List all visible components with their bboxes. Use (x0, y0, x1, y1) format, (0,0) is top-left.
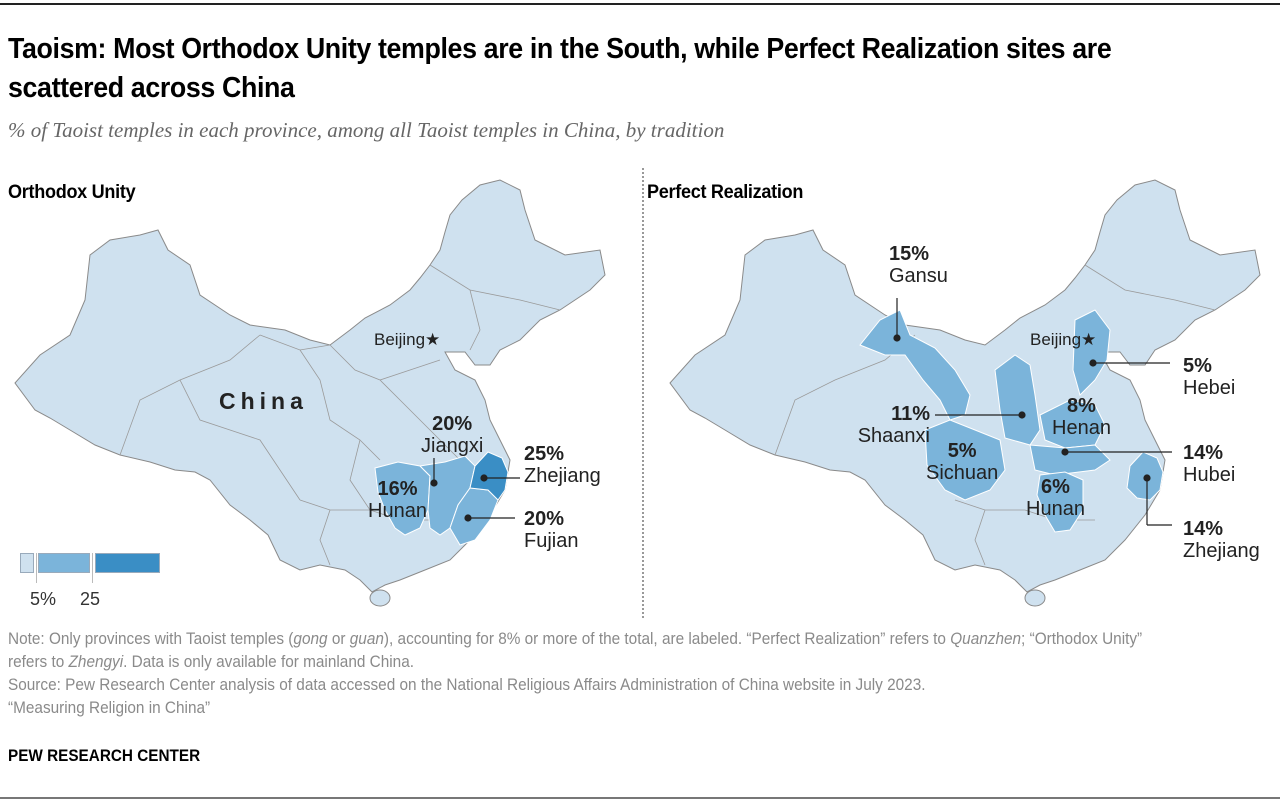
chart-subtitle: % of Taoist temples in each province, am… (8, 118, 725, 142)
label-zhejiang-left: 25% Zhejiang (524, 443, 601, 487)
label-henan-right: 8% Henan (1052, 395, 1111, 439)
label-hunan-left: 16% Hunan (368, 478, 427, 522)
province-zhejiang-left (469, 451, 509, 501)
capital-name: Beijing (1030, 330, 1082, 349)
label-hunan-right: 6% Hunan (1026, 476, 1085, 520)
capital-label-right: Beijing★ (1030, 330, 1096, 350)
province-hunan-left (374, 461, 431, 536)
province-hebei-right (1072, 309, 1111, 396)
map-perfect-realization (669, 179, 1261, 607)
star-icon: ★ (425, 330, 441, 349)
capital-name: Beijing (374, 330, 426, 349)
country-label: China (219, 388, 308, 414)
legend-swatch-mid (38, 553, 90, 573)
province-hunan-right (1036, 471, 1084, 533)
panel-title-orthodox-unity: Orthodox Unity (8, 182, 136, 203)
note-text: Note: Only provinces with Taoist temples… (8, 630, 1143, 671)
label-sichuan-right: 5% Sichuan (926, 440, 999, 484)
chart-title: Taoism: Most Orthodox Unity temples are … (8, 33, 1112, 104)
pew-logo-text: PEW RESEARCH CENTER (8, 746, 201, 765)
province-gansu-right (859, 309, 971, 421)
source-text: Source: Pew Research Center analysis of … (8, 676, 926, 694)
capital-label-left: Beijing★ (374, 330, 440, 350)
map-orthodox-unity (14, 179, 606, 607)
label-shaanxi-right: 11% Shaanxi (857, 403, 930, 447)
top-rule (0, 3, 1280, 5)
legend-swatch-low (20, 553, 34, 573)
province-sichuan-right (924, 419, 1006, 501)
leader-lines-right (893, 298, 1172, 526)
province-shaanxi-right (994, 354, 1041, 446)
bottom-rule (0, 797, 1280, 799)
legend-label-5: 5% (30, 589, 57, 609)
province-henan-right (1039, 399, 1106, 449)
legend-swatch-high (95, 553, 160, 573)
label-zhejiang-right: 14% Zhejiang (1183, 518, 1260, 562)
panel-divider (642, 168, 644, 618)
star-icon: ★ (1081, 330, 1097, 349)
panel-title-perfect-realization: Perfect Realization (647, 182, 804, 203)
label-fujian-left: 20% Fujian (524, 508, 579, 552)
label-jiangxi-left: 20% Jiangxi (421, 413, 484, 457)
label-hubei-right: 14% Hubei (1183, 442, 1236, 486)
legend-label-25: 25 (80, 589, 101, 609)
report-title: “Measuring Religion in China” (8, 699, 211, 717)
label-hebei-right: 5% Hebei (1183, 355, 1236, 399)
legend-tick-5 (36, 553, 37, 583)
label-gansu-right: 15% Gansu (889, 243, 948, 287)
footnote: Note: Only provinces with Taoist temples… (8, 628, 1180, 720)
legend-tick-25 (92, 553, 93, 583)
